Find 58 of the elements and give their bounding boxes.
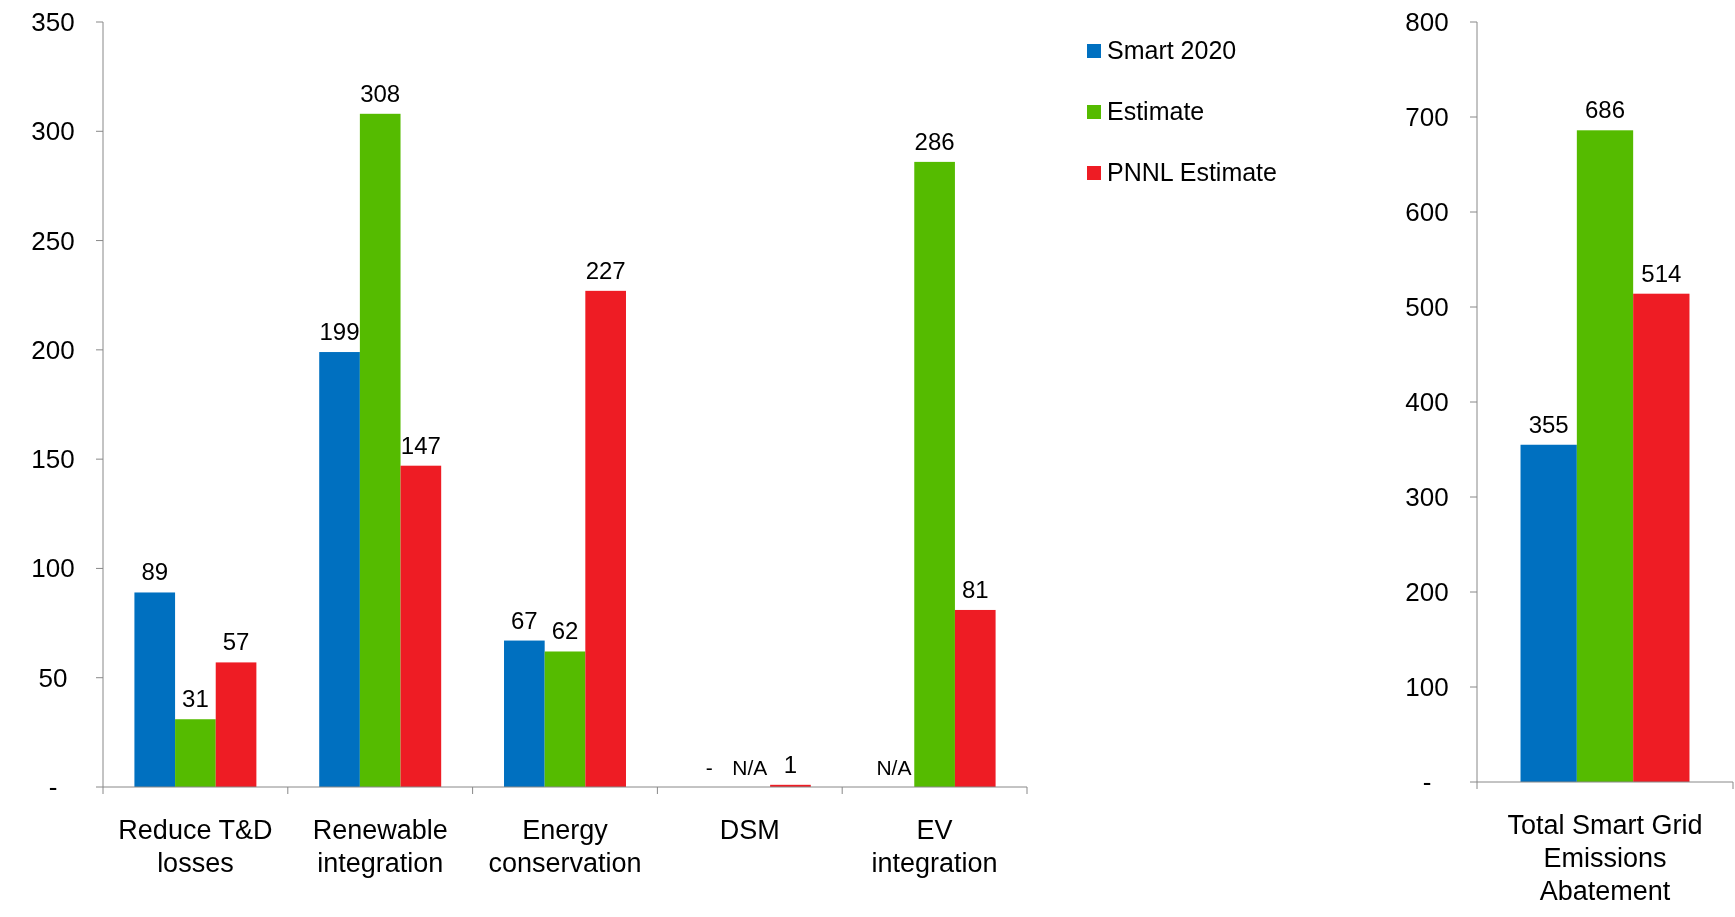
bar [504,640,545,787]
data-label: 67 [510,606,538,634]
legend-label: PNNL Estimate [1107,158,1277,186]
data-label: 62 [551,617,579,645]
bar [914,161,955,787]
text: - [705,756,713,779]
y-tick-label: 350 [31,7,75,37]
y-tick-label: 400 [1405,387,1449,417]
bar [1633,293,1690,782]
bar [319,352,360,787]
y-tick-label: 200 [31,334,75,365]
data-label: 514 [1641,259,1682,287]
bar [954,609,996,787]
y-tick-label: 150 [31,444,75,475]
y-tick-label: 50 [38,662,68,693]
y-tick-label: 300 [1405,482,1449,512]
legend-label: Smart 2020 [1107,36,1237,64]
text: N/A [876,756,912,779]
bar [400,465,442,787]
bar [1520,444,1577,782]
y-tick-label: 100 [31,553,75,584]
y-tick-label: 200 [1405,577,1449,607]
y-tick-label: 800 [1405,7,1449,37]
y-tick-label: - [48,772,58,802]
y-tick-label: 250 [31,225,75,256]
y-tick-label: 700 [1405,102,1449,132]
data-label: 31 [182,685,209,713]
y-tick-label: 100 [1405,672,1449,702]
text: N/A [732,756,768,779]
x-tick-label: Energy conservation [488,815,642,878]
data-label: 89 [141,558,169,586]
bar [359,113,401,787]
data-label: 286 [914,127,955,155]
bar [585,290,626,787]
x-tick-label: Renewable integration [312,815,448,878]
y-tick-label: 500 [1405,292,1449,322]
bar [215,662,257,787]
y-tick-label: 300 [31,116,75,147]
x-tick-label: Reduce T&D losses [118,815,273,878]
x-tick-label: EV integration [871,815,998,878]
bar [544,651,586,787]
legend-label: Estimate [1107,97,1205,125]
x-tick-label: Total Smart Grid Emissions Abatement [1507,810,1703,906]
data-label: 686 [1584,96,1626,124]
data-label: 355 [1528,410,1569,438]
bar [1576,130,1634,782]
data-label: 308 [360,79,401,107]
data-label: 227 [585,256,626,284]
data-label: 147 [400,431,441,459]
bar [175,719,216,787]
y-tick-label: 600 [1405,197,1449,227]
x-tick-label: DSM [719,815,780,845]
y-tick-label: - [1422,767,1432,797]
data-label: 57 [222,628,250,656]
bar [134,592,176,787]
data-label: 1 [783,750,798,778]
data-label: 199 [319,318,360,346]
data-label: 81 [961,575,989,603]
